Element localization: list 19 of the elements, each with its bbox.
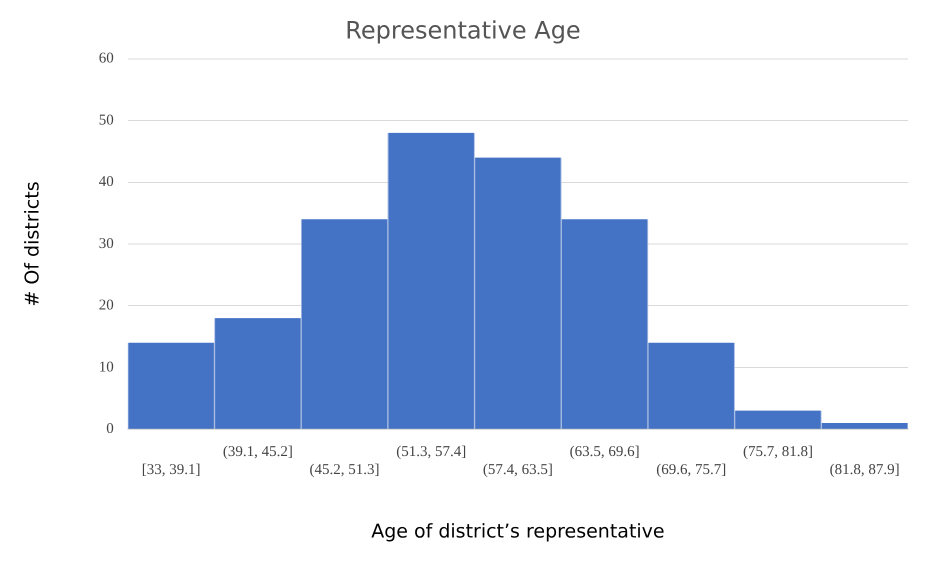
y-tick-label: 10: [98, 359, 114, 376]
x-tick-label: (51.3, 57.4]: [396, 444, 466, 460]
y-axis-title: # Of districts: [21, 181, 44, 307]
x-tick-label: [33, 39.1]: [142, 462, 201, 478]
y-tick-label: 50: [98, 112, 114, 128]
y-tick-label: 0: [106, 421, 114, 438]
x-tick-label: (39.1, 45.2]: [222, 444, 293, 460]
y-tick-label: 30: [98, 236, 114, 252]
y-tick-label: 40: [98, 174, 114, 190]
y-tick-label: 20: [98, 298, 114, 314]
x-axis-title: Age of district’s representative: [371, 520, 665, 543]
chart-title: Representative Age: [345, 16, 581, 45]
x-tick-label: (81.8, 87.9]: [830, 462, 900, 478]
x-tick-label: (75.7, 81.8]: [742, 444, 813, 460]
x-tick-label: (63.5, 69.6]: [570, 444, 640, 460]
y-tick-label: 60: [98, 50, 114, 67]
x-tick-label: (45.2, 51.3]: [310, 462, 380, 478]
x-tick-label: (69.6, 75.7]: [656, 462, 726, 478]
x-tick-label: (57.4, 63.5]: [482, 462, 553, 478]
